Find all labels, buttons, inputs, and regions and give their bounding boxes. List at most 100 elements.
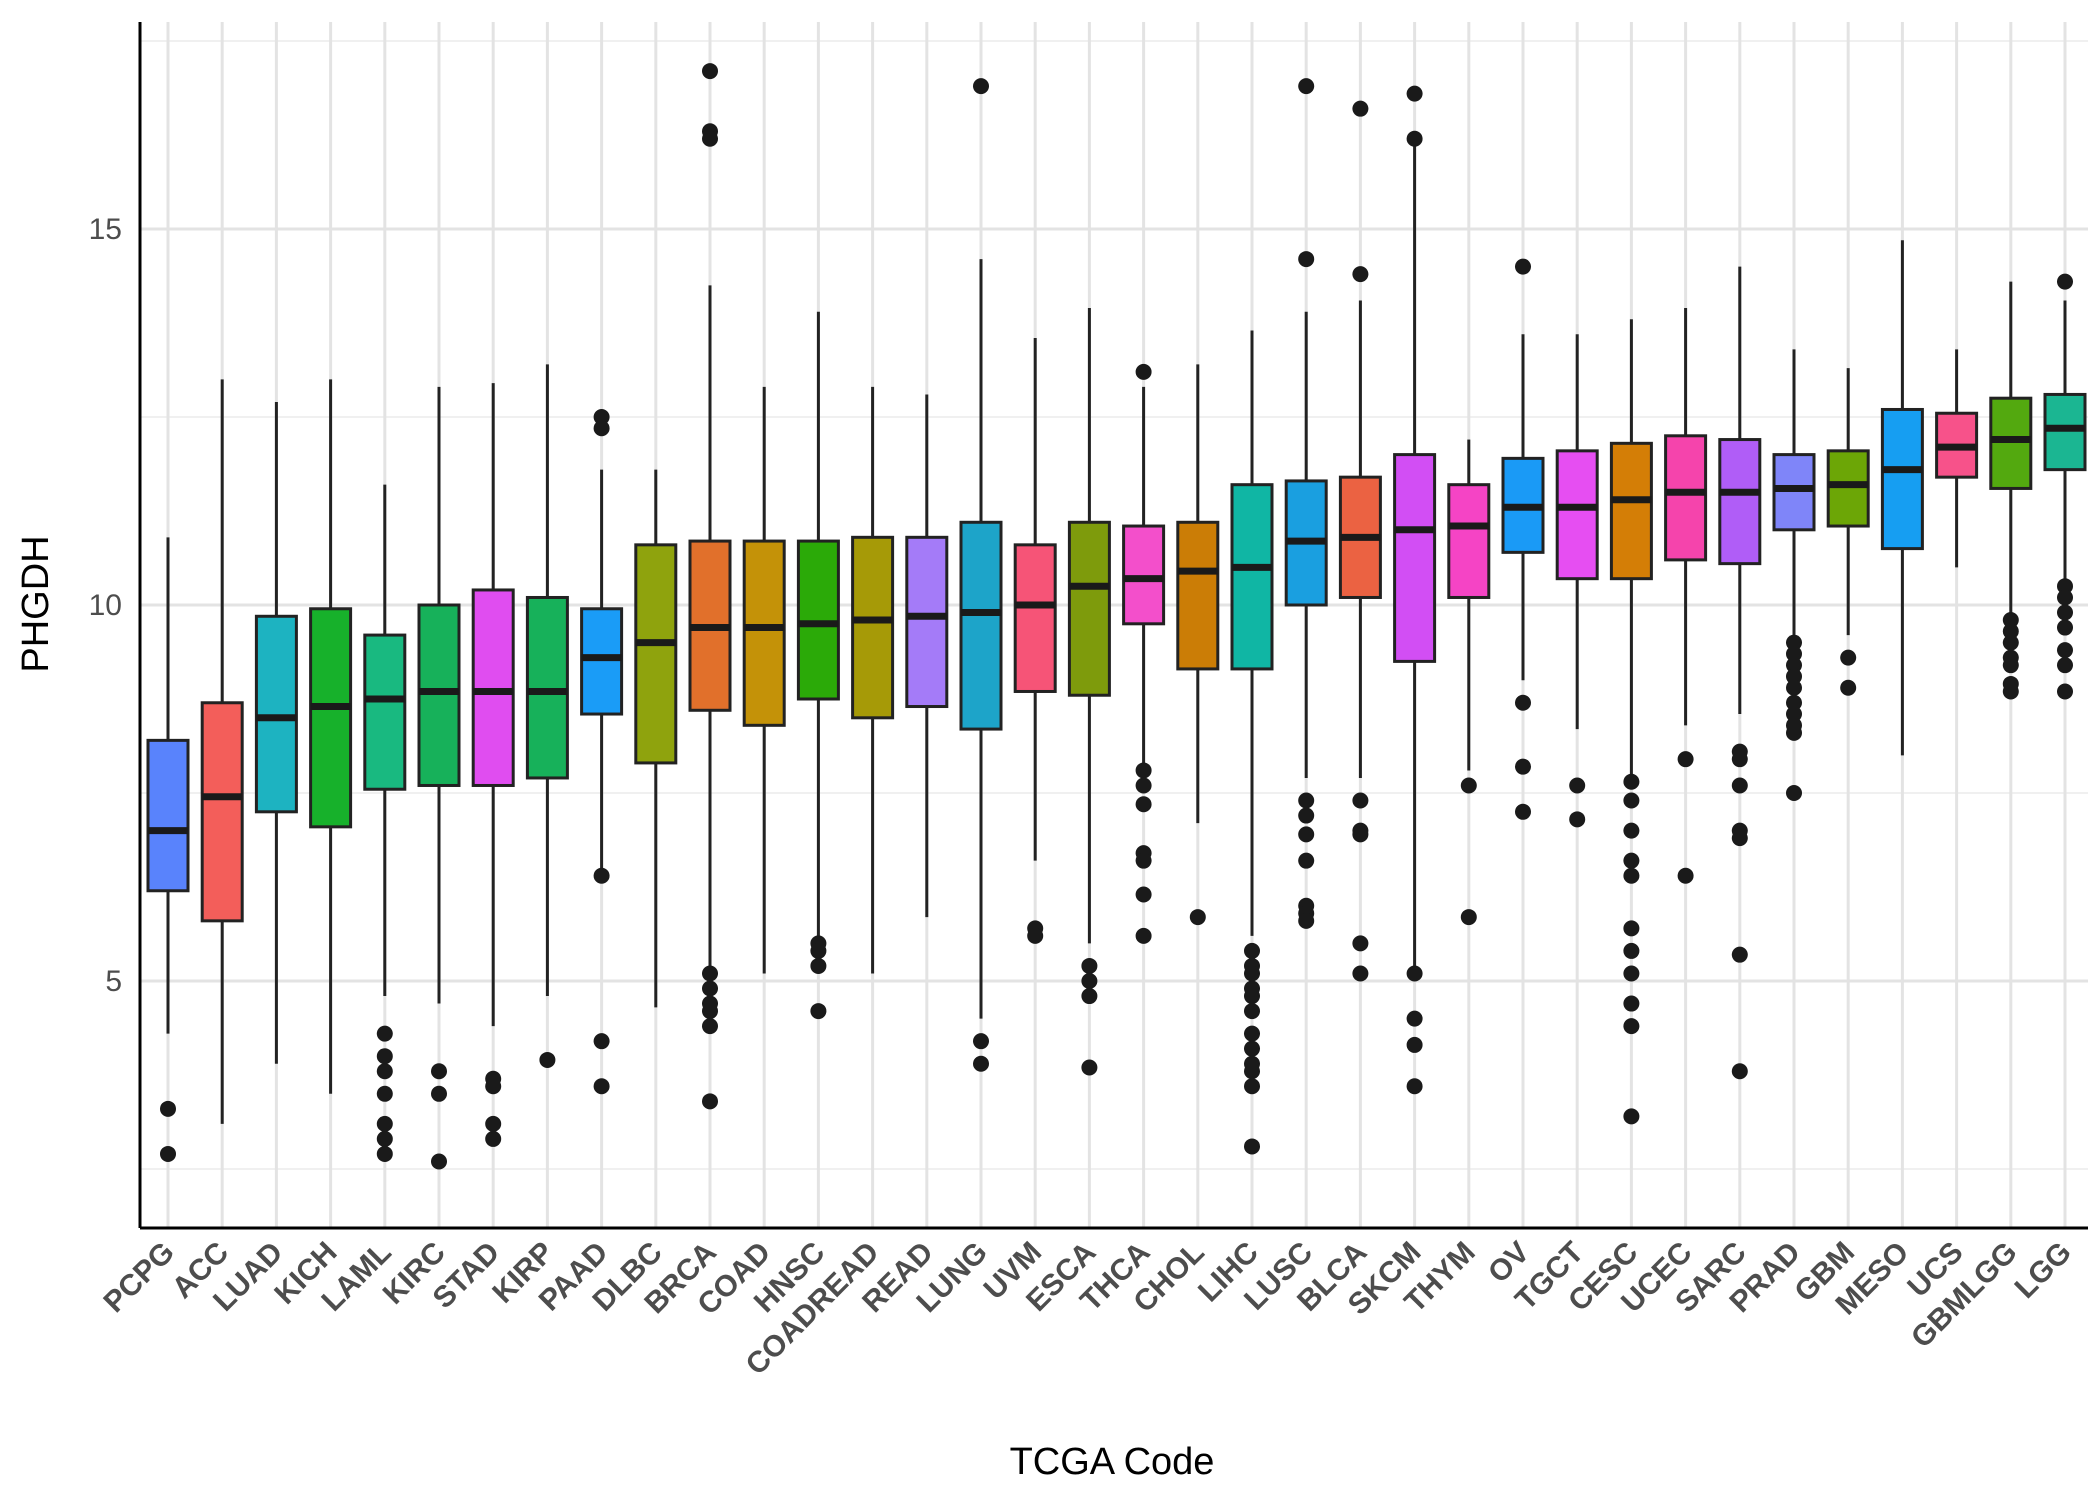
box-body	[1772, 453, 1816, 532]
boxes-layer	[146, 63, 2087, 1170]
box-body	[471, 588, 515, 787]
outlier-point	[1786, 706, 1802, 723]
outlier-point	[593, 1078, 610, 1095]
outlier-point	[1189, 909, 1206, 926]
box-stad	[471, 383, 515, 1147]
box-body	[1664, 434, 1708, 562]
box-body	[742, 539, 786, 727]
outlier-point	[1569, 811, 1586, 828]
y-tick-label: 5	[105, 965, 122, 998]
box-pcpg	[146, 537, 190, 1162]
box-sarc	[1718, 266, 1762, 1080]
outlier-point	[1244, 988, 1260, 1005]
outlier-point	[702, 980, 718, 997]
box-blca	[1338, 100, 1382, 982]
outlier-point	[1298, 792, 1315, 809]
outlier-point	[1298, 852, 1315, 869]
outlier-point	[1731, 830, 1748, 847]
box-lgg	[2043, 273, 2087, 700]
outlier-point	[1731, 946, 1748, 963]
outlier-point	[1786, 679, 1802, 696]
outlier-point	[2057, 657, 2073, 674]
box-meso	[1880, 240, 1924, 756]
box-kirc	[417, 386, 461, 1170]
outlier-point	[160, 1100, 176, 1117]
box-acc	[200, 379, 244, 1124]
outlier-point	[431, 1085, 447, 1102]
outlier-point	[1569, 777, 1586, 794]
outlier-point	[702, 130, 718, 147]
box-ov	[1501, 258, 1545, 820]
box-body	[580, 607, 624, 716]
outlier-point	[1731, 777, 1748, 794]
box-body	[1609, 441, 1653, 581]
outlier-point	[1135, 927, 1152, 944]
outlier-point	[1135, 852, 1152, 869]
box-luad	[254, 401, 298, 1064]
outlier-point	[1731, 1063, 1748, 1080]
box-laml	[363, 484, 407, 1162]
outlier-point	[376, 1130, 393, 1147]
outlier-point	[1406, 1078, 1423, 1095]
outlier-point	[1623, 942, 1640, 959]
box-body	[146, 738, 190, 893]
outlier-point	[810, 1003, 827, 1020]
outlier-point	[2002, 683, 2019, 700]
outlier-point	[1677, 751, 1694, 768]
outlier-point	[1677, 867, 1694, 884]
box-esca	[1067, 307, 1111, 1076]
outlier-point	[1623, 920, 1640, 937]
box-body	[1989, 396, 2033, 490]
box-body	[851, 535, 895, 720]
box-tgct	[1555, 334, 1599, 828]
box-lihc	[1230, 330, 1274, 1155]
box-brca	[688, 63, 732, 1110]
x-tick-label: LGG	[2009, 1236, 2078, 1305]
box-chol	[1176, 364, 1220, 926]
outlier-point	[376, 1115, 393, 1132]
labels-layer: 51015PCPGACCLUADKICHLAMLKIRCSTADKIRPPAAD…	[89, 213, 2078, 1382]
outlier-point	[1786, 634, 1802, 651]
outlier-point	[593, 420, 610, 437]
box-body	[1447, 483, 1491, 599]
outlier-point	[2002, 623, 2019, 640]
box-gbmlgg	[1989, 281, 2033, 700]
box-body	[200, 701, 244, 923]
y-tick-label: 15	[89, 213, 122, 246]
outlier-point	[1406, 130, 1423, 147]
outlier-point	[1244, 942, 1260, 959]
outlier-point	[1406, 1010, 1423, 1027]
box-skcm	[1393, 85, 1437, 1095]
outlier-point	[1298, 826, 1315, 843]
box-lusc	[1284, 78, 1328, 929]
outlier-point	[1515, 803, 1531, 820]
box-dlbc	[634, 469, 678, 1008]
outlier-point	[1515, 694, 1531, 711]
outlier-point	[1352, 965, 1369, 982]
outlier-point	[1244, 965, 1260, 982]
box-coadread	[851, 386, 895, 974]
outlier-point	[1515, 758, 1531, 775]
outlier-point	[1515, 258, 1531, 275]
box-body	[1013, 543, 1057, 693]
box-body	[1555, 449, 1599, 581]
outlier-point	[1244, 1078, 1260, 1095]
outlier-point	[973, 78, 989, 95]
box-prad	[1772, 349, 1816, 801]
box-body	[905, 535, 949, 709]
outlier-point	[1786, 645, 1802, 662]
outlier-point	[376, 1063, 393, 1080]
outlier-point	[1786, 668, 1802, 685]
box-thca	[1122, 363, 1166, 944]
outlier-point	[160, 1145, 176, 1162]
outlier-point	[1623, 1108, 1640, 1125]
outlier-point	[1840, 679, 1857, 696]
outlier-point	[1135, 762, 1152, 779]
outlier-point	[431, 1153, 447, 1170]
box-ucec	[1664, 307, 1708, 884]
outlier-point	[1244, 1138, 1260, 1155]
outlier-point	[1406, 965, 1423, 982]
outlier-point	[593, 867, 610, 884]
outlier-point	[1352, 100, 1369, 117]
